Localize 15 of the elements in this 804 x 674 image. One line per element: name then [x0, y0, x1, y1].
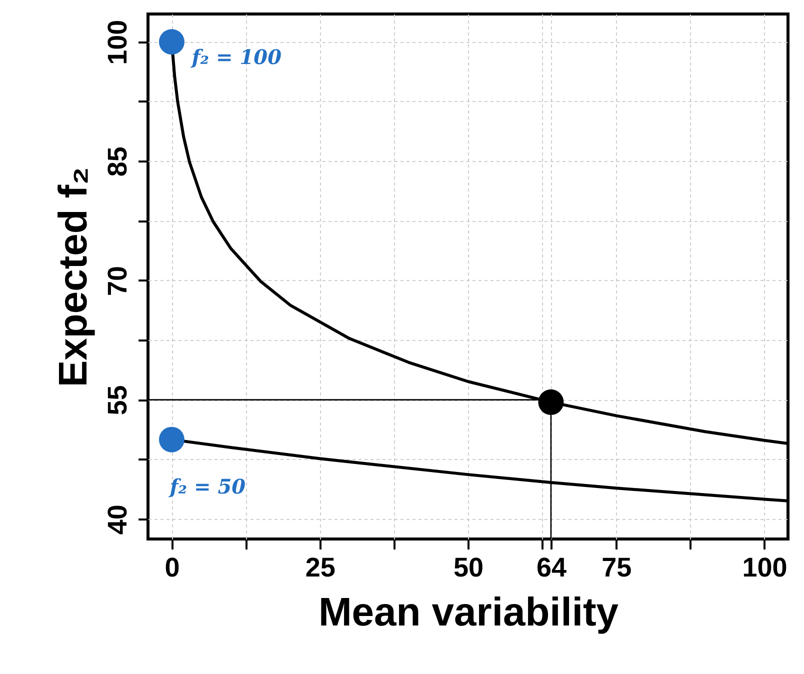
x-tick-label: 25 [305, 552, 336, 582]
x-tick-label: 0 [164, 552, 180, 582]
x-axis-title: Mean variability [318, 590, 620, 634]
x-tick-label: 64 [536, 552, 566, 582]
y-tick-label: 100 [102, 20, 132, 65]
x-tick-label: 50 [453, 552, 484, 582]
x-tick-label: 100 [742, 552, 788, 582]
y-tick-label: 70 [102, 266, 132, 296]
x-tick-label: 75 [602, 552, 632, 582]
y-tick-label: 55 [102, 385, 132, 416]
annotation: f₂ = 100 [190, 44, 282, 69]
annotation: f₂ = 50 [168, 474, 246, 499]
y-tick-label: 40 [102, 504, 132, 535]
y-axis-title: Expected f₂ [52, 166, 96, 388]
y-tick-label: 85 [102, 146, 132, 177]
